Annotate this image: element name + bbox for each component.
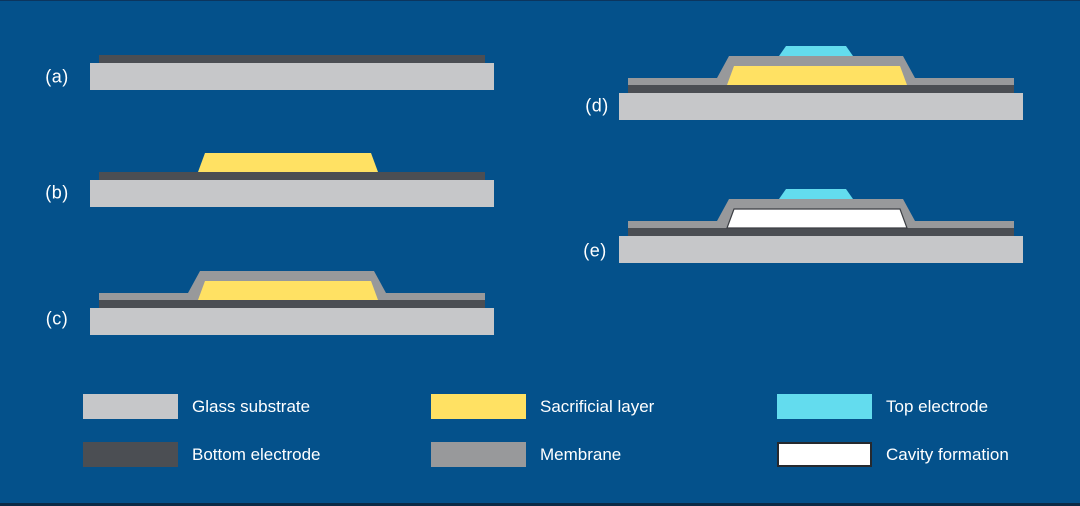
bottom-electrode-layer: [628, 85, 1014, 93]
glass-substrate-layer: [90, 308, 494, 335]
legend-label: Glass substrate: [192, 396, 311, 416]
sacrificial-layer-swatch: [431, 394, 526, 419]
step-e-label: (e): [583, 240, 607, 261]
legend-item-membrane: Membrane: [431, 442, 621, 467]
legend-item-sacrificial-layer: Sacrificial layer: [431, 394, 654, 419]
step-d-label: (d): [585, 95, 609, 116]
cavity-formation-swatch: [777, 442, 872, 467]
legend-label: Cavity formation: [886, 444, 1009, 464]
step-a-label: (a): [45, 66, 69, 87]
sacrificial-layer: [198, 281, 378, 300]
sacrificial-layer: [727, 66, 907, 85]
step-b-diagram: [90, 153, 494, 207]
bottom-electrode-layer: [99, 172, 485, 180]
bottom-electrode-swatch: [83, 442, 178, 467]
bottom-electrode-layer: [99, 300, 485, 308]
sacrificial-layer: [198, 153, 378, 172]
top-electrode-layer: [779, 189, 853, 199]
step-c-label: (c): [45, 308, 69, 329]
legend-label: Membrane: [540, 444, 622, 464]
step-e-diagram: [619, 189, 1023, 263]
legend-item-bottom-electrode: Bottom electrode: [83, 442, 321, 467]
glass-substrate-layer: [90, 180, 494, 207]
legend-item-top-electrode: Top electrode: [777, 394, 988, 419]
top-electrode-layer: [779, 46, 853, 56]
cavity-formation-layer: [726, 208, 908, 229]
legend-label: Top electrode: [886, 396, 989, 416]
legend-item-cavity-formation: Cavity formation: [777, 442, 1009, 467]
step-a-diagram: [90, 55, 494, 90]
step-d-diagram: [619, 46, 1023, 120]
top-electrode-swatch: [777, 394, 872, 419]
legend-label: Bottom electrode: [192, 444, 321, 464]
glass-substrate-swatch: [83, 394, 178, 419]
legend-label: Sacrificial layer: [540, 396, 655, 416]
glass-substrate-layer: [619, 236, 1023, 263]
bottom-electrode-layer: [99, 55, 485, 63]
glass-substrate-layer: [619, 93, 1023, 120]
step-b-label: (b): [45, 182, 69, 203]
glass-substrate-layer: [90, 63, 494, 90]
step-c-diagram: [90, 271, 494, 335]
bottom-electrode-layer: [628, 228, 1014, 236]
legend-item-glass-substrate: Glass substrate: [83, 394, 310, 419]
membrane-swatch: [431, 442, 526, 467]
